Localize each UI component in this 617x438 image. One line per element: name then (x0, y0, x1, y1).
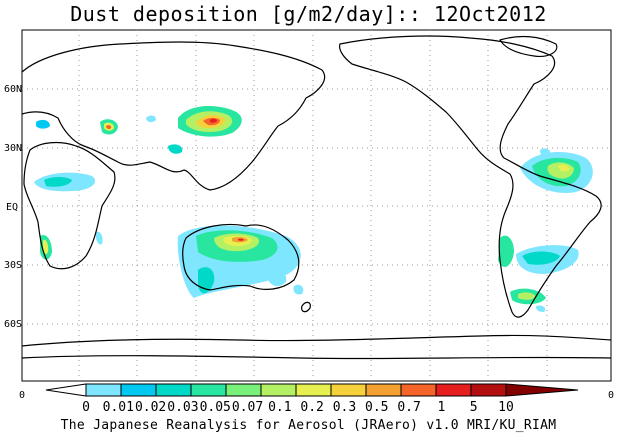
colorbar-bin-6 (260, 383, 297, 397)
colorbar-tick-label: 0.7 (397, 400, 420, 415)
corner-label-left: 0 (19, 390, 25, 401)
colorbar-bin-5 (225, 383, 262, 397)
dust-field-australia (177, 225, 304, 298)
lat-label-60n: 60N (4, 84, 22, 95)
corner-label-right: 0 (608, 390, 614, 401)
colorbar-bin-10 (400, 383, 437, 397)
colorbar-tick-label: 0.3 (333, 400, 356, 415)
colorbar-bin-12 (470, 383, 507, 397)
colorbar-tick-label: 0.1 (268, 400, 291, 415)
lat-label-30n: 30N (4, 143, 22, 154)
colorbar-tick-label: 0.02 (135, 400, 166, 415)
colorbar-tick-label: 0.01 (103, 400, 134, 415)
colorbar-tick-label: 0 (82, 400, 90, 415)
lat-label-60s: 60S (4, 319, 22, 330)
colorbar-tick-label: 1 (437, 400, 445, 415)
colorbar-bin-7 (295, 383, 332, 397)
colorbar-tick-label: 5 (470, 400, 478, 415)
colorbar-tick-label: 0.2 (300, 400, 323, 415)
lat-label-30s: 30S (4, 260, 22, 271)
lat-label-eq: EQ (6, 202, 18, 213)
colorbar-bin-8 (330, 383, 367, 397)
colorbar-bin-3 (155, 383, 192, 397)
colorbar-arrow-low (45, 383, 87, 397)
graticule (22, 30, 611, 381)
colorbar-tick-label: 0.03 (167, 400, 198, 415)
colorbar-tick-label: 0.07 (232, 400, 263, 415)
dust-field-africa (34, 172, 103, 260)
dust-field-asia (146, 106, 242, 154)
coastlines (21, 35, 612, 360)
credit-line: The Japanese Reanalysis for Aerosol (JRA… (60, 418, 557, 433)
map-title: Dust deposition [g/m2/day]:: 12Oct2012 (70, 2, 547, 26)
colorbar-tick-label: 0.5 (365, 400, 388, 415)
colorbar-bin-11 (435, 383, 472, 397)
colorbar-tick-label: 10 (498, 400, 514, 415)
colorbar-bin-2 (120, 383, 157, 397)
colorbar-arrow-high (505, 383, 579, 397)
colorbar-tick-label: 0.05 (200, 400, 231, 415)
latitude-labels: 60N 30N EQ 30S 60S (4, 84, 22, 330)
colorbar-bin-9 (365, 383, 402, 397)
dust-field-arabia (36, 119, 118, 135)
dust-field-americas (498, 148, 593, 312)
colorbar-bin-4 (190, 383, 227, 397)
colorbar-bin-1 (85, 383, 122, 397)
colorbar: 0 0.01 0.02 0.03 0.05 0.07 0.1 0.2 0.3 0.5 0.7 1 5 10 (45, 383, 579, 415)
